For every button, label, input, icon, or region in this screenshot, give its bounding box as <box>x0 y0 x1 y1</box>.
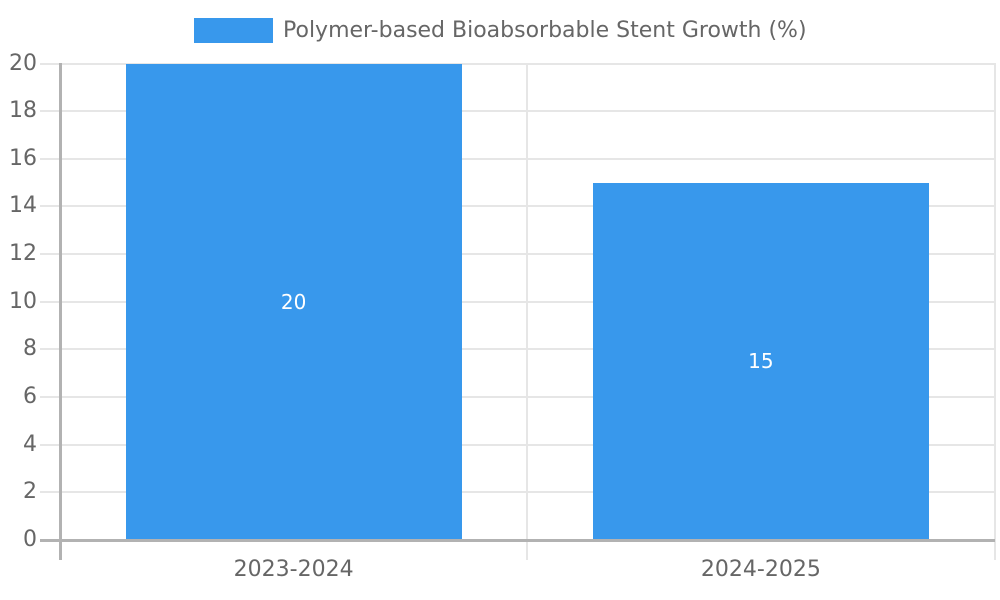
legend-label[interactable]: Polymer-based Bioabsorbable Stent Growth… <box>283 18 807 43</box>
y-gridline <box>40 62 995 65</box>
bar-2023-2024[interactable] <box>125 63 462 540</box>
y-tick-label: 14 <box>9 193 37 219</box>
y-gridline <box>40 348 995 351</box>
y-gridline <box>40 205 995 208</box>
x-tick-label: 2023-2024 <box>233 557 354 582</box>
y-gridline <box>40 443 995 446</box>
x-tick-label: 2024-2025 <box>700 557 821 582</box>
category-boundary-gridline <box>993 63 996 560</box>
bar-2024-2025[interactable] <box>592 182 929 540</box>
y-tick-label: 4 <box>23 431 37 457</box>
legend-swatch[interactable] <box>194 18 273 43</box>
y-tick-label: 10 <box>9 288 37 314</box>
bar-value-label: 20 <box>280 289 307 314</box>
y-gridline <box>40 157 995 160</box>
y-gridline <box>40 491 995 494</box>
y-tick-label: 16 <box>9 145 37 171</box>
y-tick-label: 8 <box>23 336 37 362</box>
y-gridline <box>40 110 995 113</box>
y-axis-line <box>58 63 62 560</box>
y-tick-label: 20 <box>9 50 37 76</box>
y-gridline <box>40 253 995 256</box>
y-tick-label: 6 <box>23 384 37 410</box>
bar-value-label: 15 <box>748 349 774 374</box>
y-gridline <box>40 396 995 399</box>
y-tick-label: 12 <box>9 241 37 267</box>
y-tick-label: 18 <box>9 98 37 124</box>
y-tick-label: 2 <box>23 479 37 505</box>
chart-legend[interactable]: Polymer-based Bioabsorbable Stent Growth… <box>194 15 807 46</box>
x-axis-baseline <box>40 538 995 542</box>
category-boundary-gridline <box>526 63 529 560</box>
y-tick-label: 0 <box>23 527 37 552</box>
y-gridline <box>40 300 995 303</box>
